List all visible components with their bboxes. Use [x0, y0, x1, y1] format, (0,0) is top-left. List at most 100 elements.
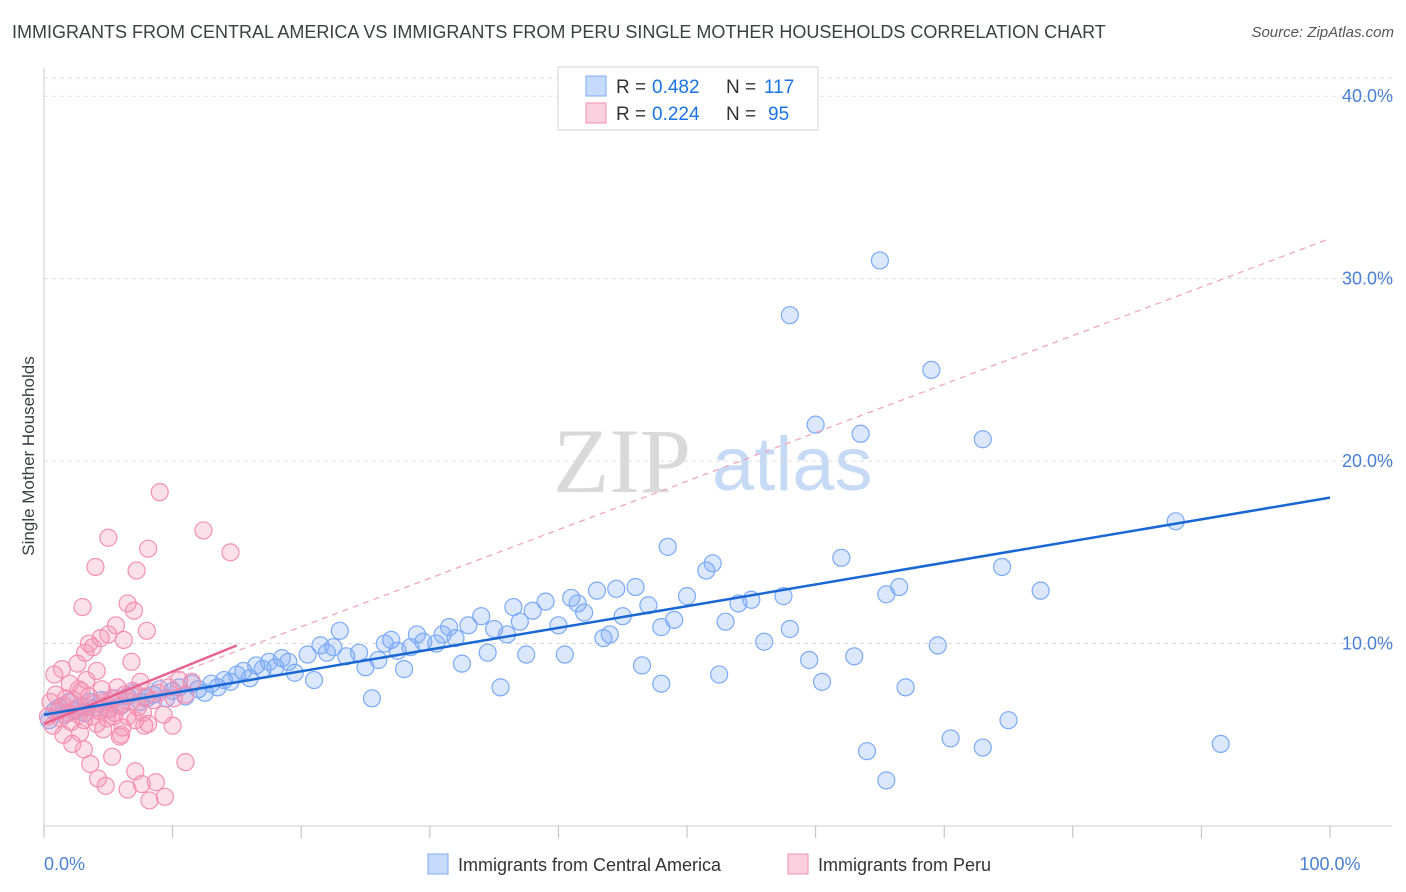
point-central-america-88 — [928, 636, 947, 655]
point-peru-85 — [135, 716, 154, 735]
point-central-america-76 — [716, 612, 735, 631]
point-central-america-103 — [710, 665, 729, 684]
point-central-america-81 — [800, 650, 819, 670]
trend-central-america — [43, 496, 1331, 716]
x-tick-label-0: 0.0% — [44, 854, 85, 874]
point-peru-55 — [106, 616, 126, 635]
y-tick-label-3: 40.0% — [1342, 86, 1393, 106]
point-peru-67 — [221, 543, 240, 562]
source-label: Source: ZipAtlas.com — [1251, 24, 1394, 41]
point-central-america-101 — [594, 628, 613, 648]
stats-n-label-2: N = — [726, 104, 756, 125]
point-peru-60 — [73, 597, 92, 617]
series-legend: Immigrants from Central America Immigran… — [427, 853, 991, 875]
stats-r-label-1: R = — [616, 77, 646, 98]
series-central-america-points — [40, 251, 1230, 790]
point-central-america-94 — [311, 636, 330, 655]
stats-n-label-1: N = — [726, 77, 756, 98]
point-peru-79 — [140, 791, 159, 810]
point-central-america-104 — [755, 632, 774, 651]
point-central-america-42 — [304, 670, 324, 690]
x-ticks — [43, 826, 1331, 838]
stats-swatch-central-america — [585, 75, 607, 97]
stats-n-value-2: 95 — [768, 104, 789, 125]
point-central-america-61 — [523, 601, 542, 620]
y-axis-label: Single Mother Households — [19, 356, 38, 555]
x-tick-label-1: 100.0% — [1299, 854, 1360, 874]
point-peru-43 — [159, 678, 178, 697]
point-peru-78 — [132, 774, 151, 794]
point-central-america-63 — [549, 616, 568, 635]
point-central-america-92 — [555, 645, 574, 664]
point-peru-56 — [114, 630, 133, 650]
point-central-america-110 — [851, 424, 870, 443]
point-peru-76 — [118, 780, 137, 799]
legend-swatch-peru — [787, 853, 809, 875]
point-central-america-93 — [362, 689, 382, 708]
trend-peru-extrapolated — [43, 237, 1331, 725]
point-central-america-124 — [652, 674, 671, 693]
point-central-america-56 — [459, 616, 478, 635]
axes — [43, 68, 1392, 827]
point-peru-57 — [124, 601, 144, 620]
point-peru-92 — [79, 634, 99, 653]
point-peru-81 — [155, 787, 174, 806]
point-peru-83 — [94, 720, 113, 739]
point-central-america-119 — [877, 771, 896, 790]
point-peru-66 — [194, 521, 213, 540]
point-peru-74 — [103, 747, 122, 766]
point-central-america-102 — [632, 656, 652, 675]
point-central-america-108 — [658, 537, 677, 556]
point-peru-59 — [150, 483, 169, 502]
point-central-america-90 — [491, 678, 510, 697]
point-peru-94 — [104, 707, 123, 726]
point-central-america-98 — [439, 618, 459, 637]
y-tick-label-0: 10.0% — [1342, 634, 1393, 654]
point-central-america-97 — [407, 625, 427, 644]
point-central-america-82 — [812, 672, 832, 691]
point-central-america-57 — [472, 607, 491, 626]
point-central-america-120 — [857, 742, 877, 761]
point-central-america-75 — [703, 554, 722, 573]
point-central-america-123 — [1211, 734, 1230, 754]
point-central-america-91 — [394, 660, 414, 679]
point-central-america-118 — [999, 711, 1018, 730]
point-peru-62 — [99, 528, 118, 547]
trend-lines — [43, 237, 1331, 725]
point-central-america-55 — [446, 628, 465, 648]
point-central-america-117 — [1166, 512, 1185, 531]
stats-r-label-2: R = — [616, 104, 646, 125]
stats-r-value-2: 0.224 — [652, 104, 700, 125]
point-peru-84 — [112, 725, 131, 744]
point-central-america-79 — [774, 587, 793, 606]
point-central-america-112 — [922, 360, 941, 380]
point-central-america-89 — [452, 654, 472, 673]
point-peru-61 — [86, 557, 105, 577]
point-central-america-96 — [375, 634, 394, 653]
point-peru-65 — [139, 539, 158, 558]
point-central-america-99 — [478, 643, 497, 662]
point-central-america-113 — [870, 251, 890, 270]
stats-swatch-peru — [585, 102, 607, 124]
y-tick-labels: 10.0% 20.0% 30.0% 40.0% — [1342, 86, 1393, 653]
point-central-america-122 — [973, 738, 992, 757]
trend-peru — [43, 644, 238, 725]
chart-title: IMMIGRANTS FROM CENTRAL AMERICA VS IMMIG… — [12, 22, 1106, 42]
point-central-america-121 — [941, 729, 960, 748]
point-central-america-116 — [1031, 581, 1050, 600]
x-tick-labels: 0.0% 100.0% — [44, 854, 1361, 874]
point-central-america-95 — [330, 621, 349, 640]
watermark-atlas: atlas — [712, 422, 873, 507]
point-peru-63 — [118, 594, 137, 613]
point-central-america-111 — [973, 430, 992, 449]
point-central-america-66 — [587, 581, 607, 600]
point-central-america-39 — [279, 652, 298, 671]
point-central-america-107 — [607, 579, 626, 598]
point-central-america-80 — [780, 619, 799, 639]
point-central-america-105 — [504, 597, 523, 617]
point-peru-72 — [88, 769, 108, 788]
legend-label-peru: Immigrants from Peru — [818, 855, 991, 875]
point-central-america-83 — [832, 548, 851, 567]
point-peru-71 — [81, 754, 100, 774]
